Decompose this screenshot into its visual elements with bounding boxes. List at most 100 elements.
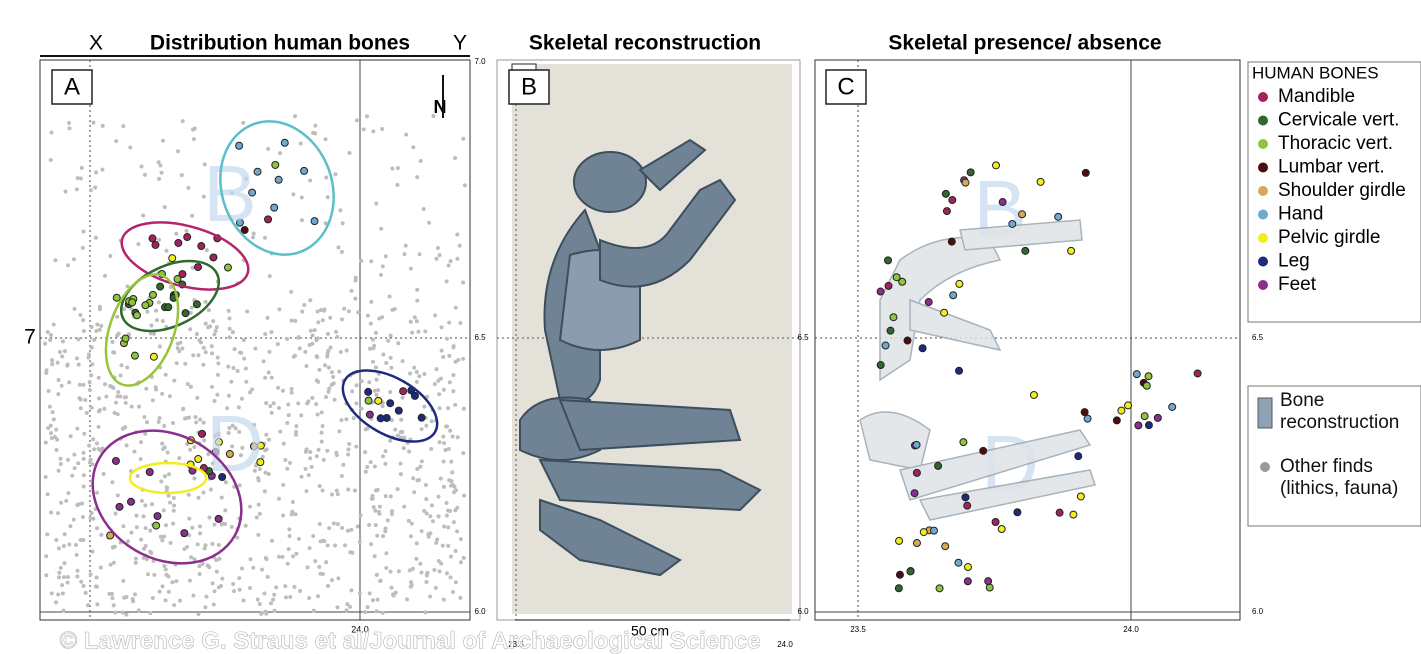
find-dot: [315, 354, 319, 358]
bone-dot: [193, 301, 200, 308]
find-dot: [119, 363, 123, 367]
find-dot: [50, 130, 54, 134]
find-dot: [61, 339, 65, 343]
find-dot: [423, 329, 427, 333]
bone-dot: [157, 283, 164, 290]
find-dot: [377, 510, 381, 514]
find-dot: [408, 568, 412, 572]
find-dot: [304, 467, 308, 471]
find-dot: [57, 575, 61, 579]
find-dot: [360, 407, 364, 411]
find-dot: [389, 356, 393, 360]
find-dot: [322, 309, 326, 313]
find-dot: [160, 392, 164, 396]
find-dot: [442, 388, 446, 392]
bone-dot: [195, 456, 202, 463]
find-dot: [276, 342, 280, 346]
find-dot: [85, 411, 89, 415]
find-dot: [57, 469, 61, 473]
find-dot: [66, 263, 70, 267]
find-dot: [344, 417, 348, 421]
find-dot: [56, 361, 60, 365]
find-dot: [422, 207, 426, 211]
find-dot: [402, 505, 406, 509]
bone-dot: [935, 462, 942, 469]
find-dot: [346, 452, 350, 456]
find-dot: [442, 441, 446, 445]
find-dot: [313, 124, 317, 128]
find-dot: [364, 427, 368, 431]
axis-label: X: [89, 32, 103, 55]
find-dot: [288, 461, 292, 465]
find-dot: [161, 139, 165, 143]
bone-dot: [913, 469, 920, 476]
find-dot: [114, 139, 118, 143]
find-dot: [73, 466, 77, 470]
find-dot: [337, 370, 341, 374]
find-dot: [438, 440, 442, 444]
find-dot: [291, 192, 295, 196]
bone-dot: [904, 337, 911, 344]
bone-dot: [950, 292, 957, 299]
find-dot: [245, 310, 249, 314]
find-dot: [420, 459, 424, 463]
bone-dot: [181, 530, 188, 537]
find-dot: [59, 566, 63, 570]
panel-title: Skeletal reconstruction: [529, 32, 761, 55]
small-tick: 24.0: [777, 640, 793, 649]
find-dot: [67, 126, 71, 130]
find-dot: [88, 380, 92, 384]
bone-dot: [1145, 373, 1152, 380]
find-dot: [159, 479, 163, 483]
find-dot: [381, 611, 385, 615]
find-dot: [447, 321, 451, 325]
find-dot: [445, 514, 449, 518]
find-dot: [319, 539, 323, 543]
find-dot: [412, 366, 416, 370]
find-dot: [263, 489, 267, 493]
find-dot: [223, 508, 227, 512]
bone-dot: [1056, 509, 1063, 516]
find-dot: [98, 328, 102, 332]
find-dot: [95, 491, 99, 495]
find-dot: [238, 351, 242, 355]
find-dot: [44, 573, 48, 577]
find-dot: [373, 554, 377, 558]
bone-dot: [149, 291, 156, 298]
find-dot: [115, 394, 119, 398]
find-dot: [375, 534, 379, 538]
find-dot: [267, 370, 271, 374]
find-dot: [137, 405, 141, 409]
find-dot: [267, 438, 271, 442]
find-dot: [76, 569, 80, 573]
find-dot: [268, 274, 272, 278]
find-dot: [162, 508, 166, 512]
find-dot: [196, 353, 200, 357]
find-dot: [155, 318, 159, 322]
find-dot: [81, 538, 85, 542]
find-dot: [235, 536, 239, 540]
find-dot: [366, 314, 370, 318]
axis-label: Y: [453, 32, 467, 55]
find-dot: [241, 121, 245, 125]
find-dot: [333, 543, 337, 547]
find-dot: [58, 350, 62, 354]
find-dot: [440, 325, 444, 329]
find-dot: [440, 349, 444, 353]
find-dot: [336, 492, 340, 496]
find-dot: [116, 493, 120, 497]
find-dot: [346, 488, 350, 492]
find-dot: [113, 611, 117, 615]
find-dot: [227, 335, 231, 339]
find-dot: [340, 250, 344, 254]
find-dot: [161, 584, 165, 588]
bone-dot: [169, 255, 176, 262]
bone-dot: [893, 274, 900, 281]
find-dot: [208, 324, 212, 328]
find-dot: [431, 519, 435, 523]
find-dot: [314, 402, 318, 406]
small-tick: 6.0: [474, 607, 486, 616]
find-dot: [82, 383, 86, 387]
bone-dot: [1125, 402, 1132, 409]
find-dot: [404, 244, 408, 248]
